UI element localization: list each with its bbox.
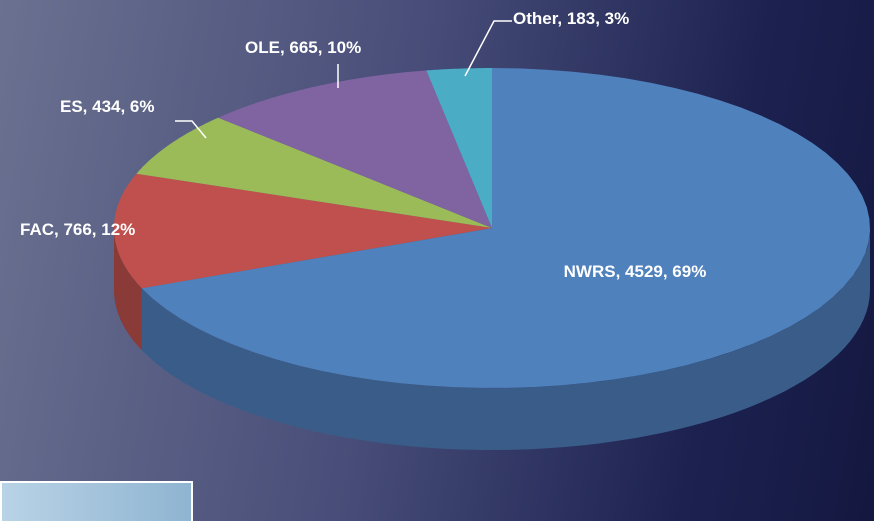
legend-box bbox=[0, 481, 193, 521]
slice-side bbox=[141, 228, 871, 450]
pie-slice bbox=[218, 70, 492, 229]
data-label: NWRS, 4529, 69% bbox=[563, 262, 707, 281]
slice-side bbox=[114, 228, 142, 351]
pie-slice bbox=[426, 68, 492, 228]
data-label: ES, 434, 6% bbox=[60, 97, 155, 116]
pie-slice bbox=[141, 68, 871, 388]
pie-sides bbox=[114, 228, 871, 450]
data-label: Other, 183, 3% bbox=[513, 9, 630, 28]
data-label: OLE, 665, 10% bbox=[245, 38, 362, 57]
leader-line bbox=[175, 120, 207, 139]
pie-slice bbox=[114, 173, 492, 289]
pie-slice bbox=[136, 117, 492, 228]
leader-line bbox=[464, 20, 512, 77]
data-label: FAC, 766, 12% bbox=[20, 220, 136, 239]
pie-tops bbox=[114, 68, 871, 388]
